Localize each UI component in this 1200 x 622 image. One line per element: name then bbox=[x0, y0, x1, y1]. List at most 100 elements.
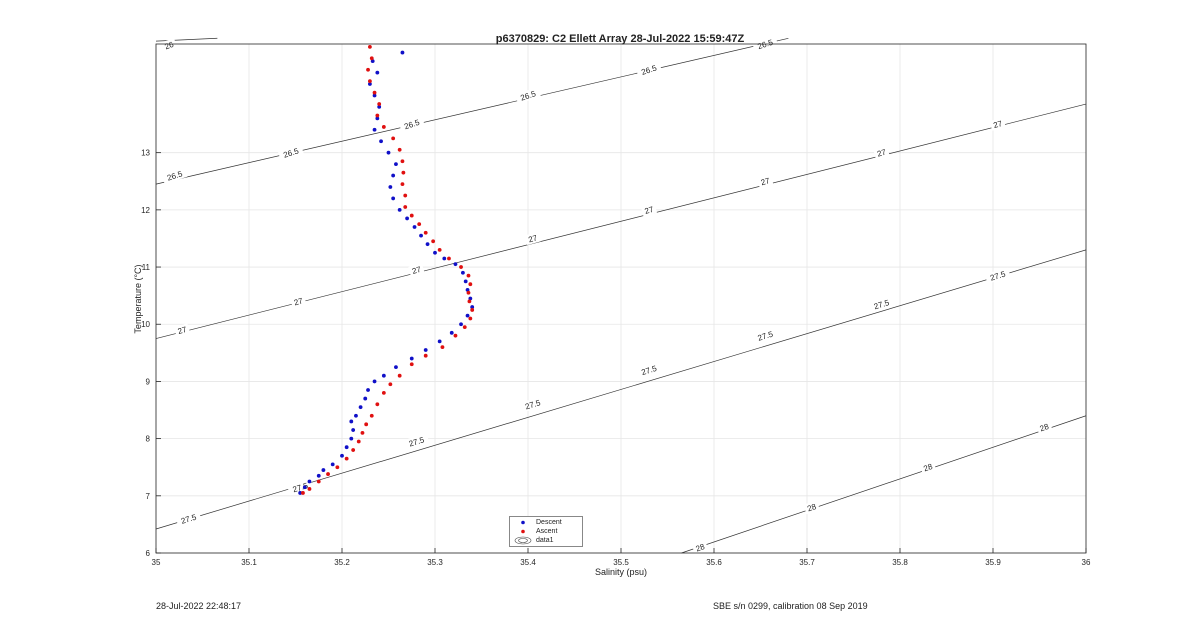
descent-point bbox=[340, 453, 344, 458]
descent-point bbox=[321, 468, 326, 472]
contour-label-text: 27 bbox=[177, 325, 189, 336]
legend-label-data1: data1 bbox=[536, 537, 554, 544]
descent-point bbox=[298, 491, 303, 495]
descent-point bbox=[372, 379, 377, 384]
ascent-point bbox=[417, 222, 422, 227]
descent-point bbox=[465, 313, 470, 318]
contour-label: 28 bbox=[803, 500, 820, 515]
contour-label-bg bbox=[989, 117, 1006, 131]
ascent-point bbox=[459, 265, 463, 269]
contour-label: 27.5 bbox=[519, 396, 546, 413]
contour-label-text: 27.5 bbox=[408, 435, 426, 448]
density-contour-26 bbox=[155, 37, 218, 42]
contour-label-text: 28 bbox=[922, 462, 934, 474]
chart-legend: Descent Ascent data1 bbox=[509, 516, 583, 547]
contour-label-bg bbox=[290, 294, 307, 309]
descent-point bbox=[419, 233, 423, 238]
descent-point bbox=[330, 462, 335, 467]
contour-label-text: 27 bbox=[411, 265, 423, 276]
ascent-point bbox=[372, 90, 377, 95]
x-tick-label: 35.8 bbox=[892, 558, 908, 567]
contour-label-text: 27 bbox=[644, 205, 656, 216]
descent-point bbox=[449, 330, 454, 335]
chart-title: p6370829: C2 Ellett Array 28-Jul-2022 15… bbox=[495, 33, 745, 45]
ascent-point bbox=[388, 382, 393, 387]
descent-point bbox=[372, 127, 377, 132]
descent-point bbox=[372, 93, 377, 98]
ascent-point bbox=[403, 193, 408, 198]
descent-point bbox=[397, 207, 402, 212]
ascent-point bbox=[468, 282, 473, 287]
contour-label-text: 27.5 bbox=[524, 398, 542, 411]
contour-label-bg bbox=[403, 433, 430, 450]
ascent-point bbox=[401, 170, 406, 175]
legend-label-descent: Descent bbox=[536, 519, 562, 526]
contour-label: 27.5 bbox=[984, 267, 1011, 284]
density-contours: 2626.526.526.526.526.526.527272727272727… bbox=[155, 35, 1087, 555]
contour-label: 27 bbox=[989, 117, 1006, 131]
contour-label-bg bbox=[635, 361, 662, 379]
y-tick-label: 11 bbox=[142, 263, 151, 272]
descent-point bbox=[468, 296, 473, 301]
ascent-point bbox=[400, 159, 405, 164]
contour-label-bg bbox=[640, 203, 658, 217]
ascent-point bbox=[368, 44, 372, 49]
descent-point bbox=[379, 139, 383, 144]
ascent-point bbox=[375, 402, 380, 407]
x-tick-label: 36 bbox=[1082, 558, 1091, 567]
contour-label-text: 27 bbox=[876, 147, 888, 158]
contour-label: 28 bbox=[919, 460, 937, 475]
footer-timestamp: 28-Jul-2022 22:48:17 bbox=[156, 601, 242, 611]
descent-point bbox=[354, 413, 358, 418]
contour-label-text: 27 bbox=[992, 119, 1004, 130]
descent-point bbox=[358, 405, 363, 410]
descent-point bbox=[423, 348, 428, 352]
y-tick-label: 9 bbox=[146, 377, 151, 386]
ascent-point bbox=[466, 273, 471, 278]
contour-label-bg bbox=[160, 38, 178, 53]
ascent-point bbox=[375, 113, 380, 118]
descent-point bbox=[465, 288, 470, 292]
ascent-point bbox=[360, 430, 365, 435]
contour-label-bg bbox=[752, 327, 779, 344]
contour-label-bg bbox=[277, 144, 304, 162]
ascent-point bbox=[307, 487, 312, 491]
contour-label-text: 27.5 bbox=[757, 329, 775, 342]
y-axis-label: Temperature (°C) bbox=[133, 264, 143, 334]
x-tick-label: 35.7 bbox=[799, 558, 815, 567]
descent-point bbox=[344, 445, 349, 450]
descent-point bbox=[386, 150, 391, 155]
descent-point bbox=[370, 59, 375, 64]
contour-label-bg bbox=[175, 510, 202, 527]
ascent-point bbox=[468, 316, 473, 321]
contour-label-text: 27 bbox=[293, 296, 305, 307]
ascent-point bbox=[316, 479, 321, 484]
ascent-point bbox=[409, 213, 414, 218]
descent-point bbox=[400, 50, 405, 55]
ascent-point bbox=[356, 439, 361, 444]
contour-label-bg bbox=[398, 115, 425, 133]
contour-label-text: 27.5 bbox=[989, 269, 1007, 282]
ascent-point bbox=[369, 413, 374, 418]
contour-label-bg bbox=[691, 540, 709, 555]
contour-label-bg bbox=[1035, 420, 1053, 435]
y-tick-label: 12 bbox=[141, 206, 150, 215]
descent-point bbox=[366, 388, 370, 392]
contour-label-text: 26 bbox=[163, 40, 175, 52]
descent-point bbox=[425, 242, 430, 247]
x-tick-label: 35.6 bbox=[706, 558, 722, 567]
contour-label-bg bbox=[515, 87, 541, 104]
x-axis-label: Salinity (psu) bbox=[594, 567, 648, 577]
contour-label: 27.5 bbox=[635, 361, 662, 379]
ascent-point bbox=[351, 448, 356, 452]
descent-point bbox=[349, 436, 354, 441]
descent-point bbox=[412, 225, 417, 229]
x-tick-label: 35.3 bbox=[427, 558, 443, 567]
x-tick-label: 35.9 bbox=[985, 558, 1001, 567]
contour-label-bg bbox=[984, 267, 1011, 284]
descent-point bbox=[470, 305, 475, 309]
x-tick-label: 35.2 bbox=[334, 558, 350, 567]
descent-point bbox=[463, 279, 468, 284]
descent-point bbox=[381, 373, 386, 378]
contour-label: 27 bbox=[873, 145, 890, 160]
